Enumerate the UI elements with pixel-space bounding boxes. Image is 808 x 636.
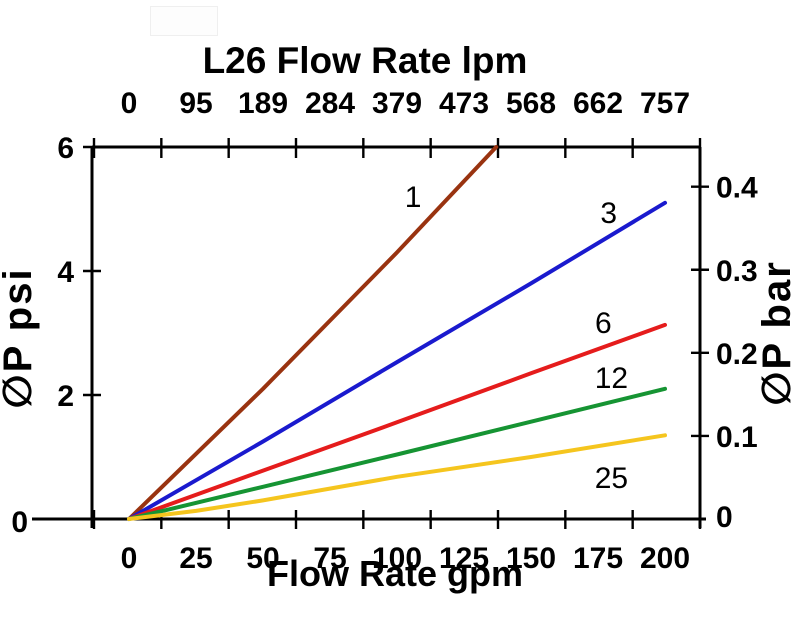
x-axis-label-bottom: Flow Rate gpm [266,553,523,594]
bottom-tick-label: 100 [372,542,422,575]
bottom-tick-label: 150 [506,542,556,575]
top-tick-label: 284 [305,87,355,120]
top-tick-label: 95 [179,87,212,120]
series-label-25: 25 [595,462,628,495]
bottom-tick-label: 200 [640,542,690,575]
bottom-tick-label: 50 [246,542,279,575]
bottom-tick-label: 125 [439,542,489,575]
scan-artifact [150,6,218,36]
right-tick-label: 0.2 [716,338,758,371]
left-tick-label: 2 [57,380,74,413]
right-tick-label: 0.3 [716,255,758,288]
right-tick-label: 0 [716,501,733,534]
top-tick-label: 757 [640,87,690,120]
series-line-1 [127,145,499,521]
series-line-25 [127,433,667,521]
series-line-3 [127,200,667,521]
top-tick-label: 568 [506,87,556,120]
top-tick-label: 473 [439,87,489,120]
left-tick-label: 0 [11,506,28,539]
series-label-3: 3 [600,197,617,230]
series-label-1: 1 [405,181,422,214]
series-line-6 [127,322,667,521]
chart-title: L26 Flow Rate lpm [202,40,528,81]
top-tick-label: 0 [121,87,138,120]
top-tick-label: 662 [573,87,623,120]
y-axis-label-right: ∅P bar [755,260,799,406]
bottom-tick-label: 75 [313,542,346,575]
series-label-12: 12 [595,362,628,395]
top-tick-label: 379 [372,87,422,120]
left-tick-label: 6 [57,132,74,165]
bottom-tick-label: 25 [179,542,212,575]
right-tick-label: 0.1 [716,421,758,454]
right-tick-label: 0.4 [716,172,758,205]
y-axis-label-left: ∅P psi [0,267,40,409]
bottom-tick-label: 175 [573,542,623,575]
series-label-6: 6 [595,307,612,340]
top-tick-label: 189 [238,87,288,120]
series-line-12 [127,386,667,521]
bottom-tick-label: 0 [121,542,138,575]
left-tick-label: 4 [57,256,74,289]
